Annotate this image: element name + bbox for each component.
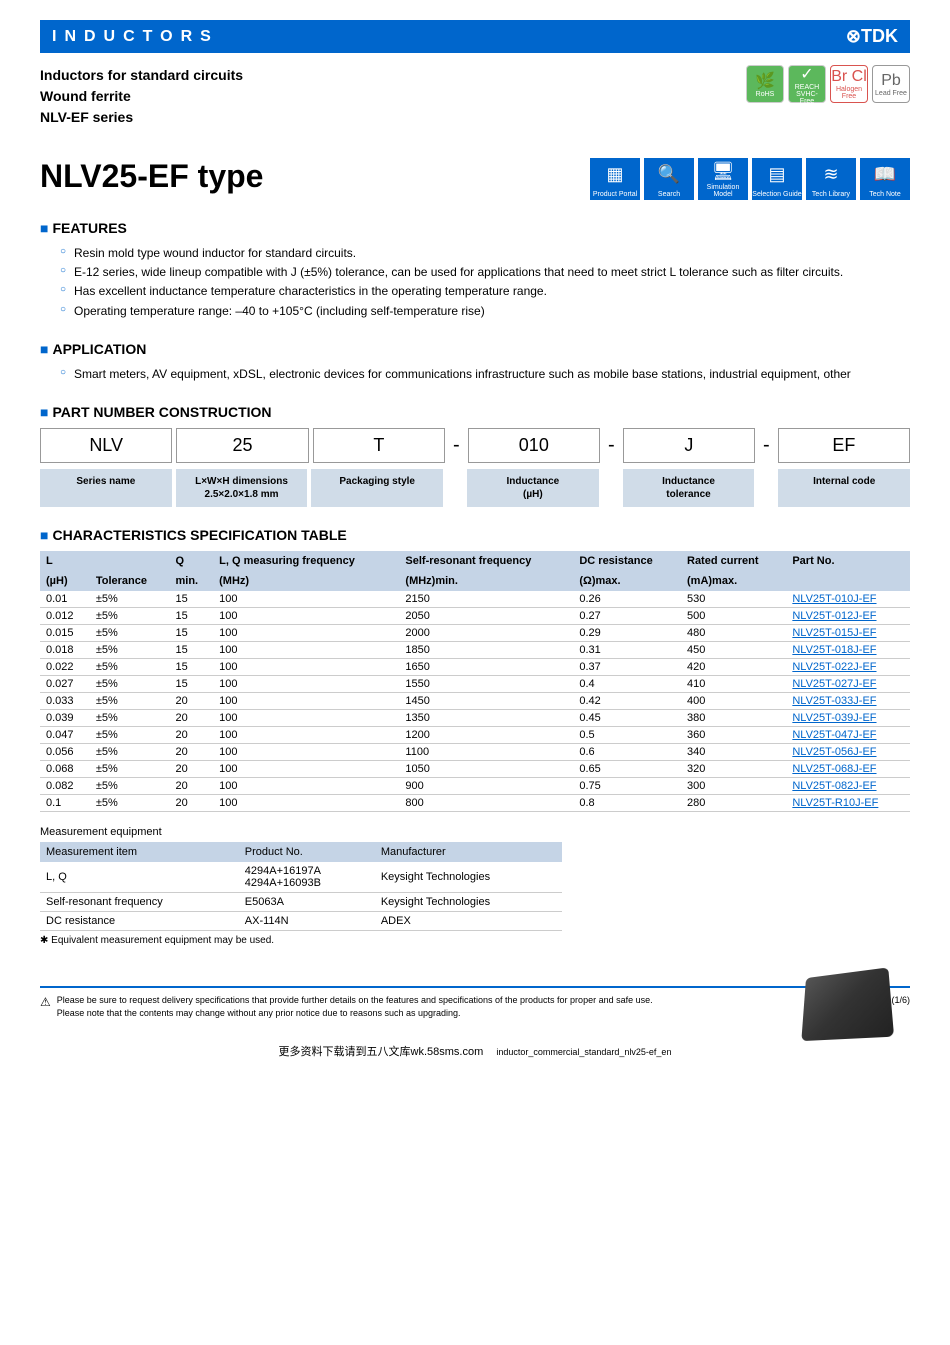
part-link: NLV25T-R10J-EF bbox=[792, 797, 878, 809]
measurement-table: Measurement itemProduct No.Manufacturer … bbox=[40, 842, 562, 931]
category-title: INDUCTORS bbox=[52, 28, 219, 46]
part-link: NLV25T-022J-EF bbox=[792, 661, 876, 673]
pn-label-4: Inductancetolerance bbox=[623, 469, 755, 507]
part-link: NLV25T-015J-EF bbox=[792, 627, 876, 639]
reach-badge: ✓REACH SVHC-Free bbox=[788, 65, 826, 103]
features-heading: FEATURES bbox=[40, 220, 910, 236]
part-link: NLV25T-039J-EF bbox=[792, 712, 876, 724]
pn-label-5: Internal code bbox=[778, 469, 910, 507]
footer: ⚠ Please be sure to request delivery spe… bbox=[40, 986, 910, 1037]
pn-segment-1: 25 bbox=[176, 428, 308, 463]
disclaimer1: Please be sure to request delivery speci… bbox=[57, 994, 653, 1007]
feature-item: Resin mold type wound inductor for stand… bbox=[60, 244, 910, 263]
application-list: Smart meters, AV equipment, xDSL, electr… bbox=[40, 365, 910, 384]
portal-tech-library[interactable]: ≋Tech Library bbox=[806, 158, 856, 200]
part-number-section: PART NUMBER CONSTRUCTION NLV25T-010-J-EF… bbox=[40, 404, 910, 507]
portal-selection-guide[interactable]: ▤Selection Guide bbox=[752, 158, 802, 200]
rohs-badge: 🌿RoHS bbox=[746, 65, 784, 103]
table-row: 0.022±5%1510016500.37420NLV25T-022J-EF bbox=[40, 658, 910, 675]
pn-segment-0: NLV bbox=[40, 428, 172, 463]
pn-label-1: L×W×H dimensions2.5×2.0×1.8 mm bbox=[176, 469, 308, 507]
portal-search[interactable]: 🔍Search bbox=[644, 158, 694, 200]
header-bar: INDUCTORS ⊗TDK bbox=[40, 20, 910, 53]
subtitle-line1: Inductors for standard circuits bbox=[40, 65, 243, 86]
part-number-labels: Series nameL×W×H dimensions2.5×2.0×1.8 m… bbox=[40, 469, 910, 507]
part-number-heading: PART NUMBER CONSTRUCTION bbox=[40, 404, 910, 420]
spec-table-section: CHARACTERISTICS SPECIFICATION TABLE LQL,… bbox=[40, 527, 910, 946]
features-section: FEATURES Resin mold type wound inductor … bbox=[40, 220, 910, 321]
application-section: APPLICATION Smart meters, AV equipment, … bbox=[40, 341, 910, 384]
footer-date: 20180920 bbox=[40, 1023, 870, 1037]
footer-bottom: 更多资料下载请到五八文库wk.58sms.com inductor_commer… bbox=[0, 1043, 950, 1059]
application-item: Smart meters, AV equipment, xDSL, electr… bbox=[60, 365, 910, 384]
table-row: 0.027±5%1510015500.4410NLV25T-027J-EF bbox=[40, 675, 910, 692]
warning-icon: ⚠ bbox=[40, 994, 51, 1019]
subtitle-block: Inductors for standard circuits Wound fe… bbox=[40, 65, 243, 128]
table-row: L, Q4294A+16197A4294A+16093BKeysight Tec… bbox=[40, 862, 562, 893]
portal-simulation-model[interactable]: 🖥Simulation Model bbox=[698, 158, 748, 200]
table-row: 0.012±5%1510020500.27500NLV25T-012J-EF bbox=[40, 607, 910, 624]
table-row: 0.056±5%2010011000.6340NLV25T-056J-EF bbox=[40, 743, 910, 760]
pn-segment-4: J bbox=[623, 428, 755, 463]
pn-segment-3: 010 bbox=[468, 428, 600, 463]
page-number: (1/6) bbox=[891, 994, 910, 1019]
title-row: NLV25-EF type ▦Product Portal🔍Search🖥Sim… bbox=[40, 158, 910, 200]
table-row: 0.047±5%2010012000.5360NLV25T-047J-EF bbox=[40, 726, 910, 743]
subtitle-line3: NLV-EF series bbox=[40, 107, 243, 128]
part-link: NLV25T-010J-EF bbox=[792, 593, 876, 605]
portal-tech-note[interactable]: 📖Tech Note bbox=[860, 158, 910, 200]
product-image bbox=[801, 967, 894, 1041]
brand-logo: ⊗TDK bbox=[846, 26, 898, 47]
pn-segment-2: T bbox=[313, 428, 445, 463]
table-row: 0.068±5%2010010500.65320NLV25T-068J-EF bbox=[40, 760, 910, 777]
table-row: 0.01±5%1510021500.26530NLV25T-010J-EF bbox=[40, 591, 910, 608]
part-link: NLV25T-068J-EF bbox=[792, 763, 876, 775]
pn-segment-5: EF bbox=[778, 428, 910, 463]
compliance-badges: 🌿RoHS✓REACH SVHC-FreeBr ClHalogen FreePb… bbox=[746, 65, 910, 128]
pn-label-0: Series name bbox=[40, 469, 172, 507]
features-list: Resin mold type wound inductor for stand… bbox=[40, 244, 910, 321]
table-row: 0.015±5%1510020000.29480NLV25T-015J-EF bbox=[40, 624, 910, 641]
application-heading: APPLICATION bbox=[40, 341, 910, 357]
table-row: Self-resonant frequencyE5063AKeysight Te… bbox=[40, 892, 562, 911]
halogen-badge: Br ClHalogen Free bbox=[830, 65, 868, 103]
spec-table-heading: CHARACTERISTICS SPECIFICATION TABLE bbox=[40, 527, 910, 543]
measurement-note: ✱ Equivalent measurement equipment may b… bbox=[40, 935, 910, 946]
footer-warning: ⚠ Please be sure to request delivery spe… bbox=[40, 994, 653, 1019]
pn-label-2: Packaging style bbox=[311, 469, 443, 507]
part-link: NLV25T-033J-EF bbox=[792, 695, 876, 707]
part-link: NLV25T-056J-EF bbox=[792, 746, 876, 758]
measurement-label: Measurement equipment bbox=[40, 826, 910, 838]
table-row: 0.018±5%1510018500.31450NLV25T-018J-EF bbox=[40, 641, 910, 658]
table-row: DC resistanceAX-114NADEX bbox=[40, 911, 562, 930]
feature-item: E-12 series, wide lineup compatible with… bbox=[60, 263, 910, 282]
table-row: 0.1±5%201008000.8280NLV25T-R10J-EF bbox=[40, 794, 910, 811]
part-link: NLV25T-027J-EF bbox=[792, 678, 876, 690]
portal-product-portal[interactable]: ▦Product Portal bbox=[590, 158, 640, 200]
part-link: NLV25T-047J-EF bbox=[792, 729, 876, 741]
portal-icons: ▦Product Portal🔍Search🖥Simulation Model▤… bbox=[590, 158, 910, 200]
table-row: 0.039±5%2010013500.45380NLV25T-039J-EF bbox=[40, 709, 910, 726]
table-row: 0.033±5%2010014500.42400NLV25T-033J-EF bbox=[40, 692, 910, 709]
spec-table: LQL, Q measuring frequencySelf-resonant … bbox=[40, 551, 910, 812]
sub-header: Inductors for standard circuits Wound fe… bbox=[40, 65, 910, 128]
feature-item: Has excellent inductance temperature cha… bbox=[60, 282, 910, 301]
disclaimer2: Please note that the contents may change… bbox=[57, 1007, 653, 1020]
page-title: NLV25-EF type bbox=[40, 158, 263, 195]
part-link: NLV25T-082J-EF bbox=[792, 780, 876, 792]
subtitle-line2: Wound ferrite bbox=[40, 86, 243, 107]
part-link: NLV25T-012J-EF bbox=[792, 610, 876, 622]
feature-item: Operating temperature range: –40 to +105… bbox=[60, 302, 910, 321]
part-link: NLV25T-018J-EF bbox=[792, 644, 876, 656]
table-row: 0.082±5%201009000.75300NLV25T-082J-EF bbox=[40, 777, 910, 794]
lead-badge: PbLead Free bbox=[872, 65, 910, 103]
part-number-row: NLV25T-010-J-EF bbox=[40, 428, 910, 463]
pn-label-3: Inductance(µH) bbox=[467, 469, 599, 507]
